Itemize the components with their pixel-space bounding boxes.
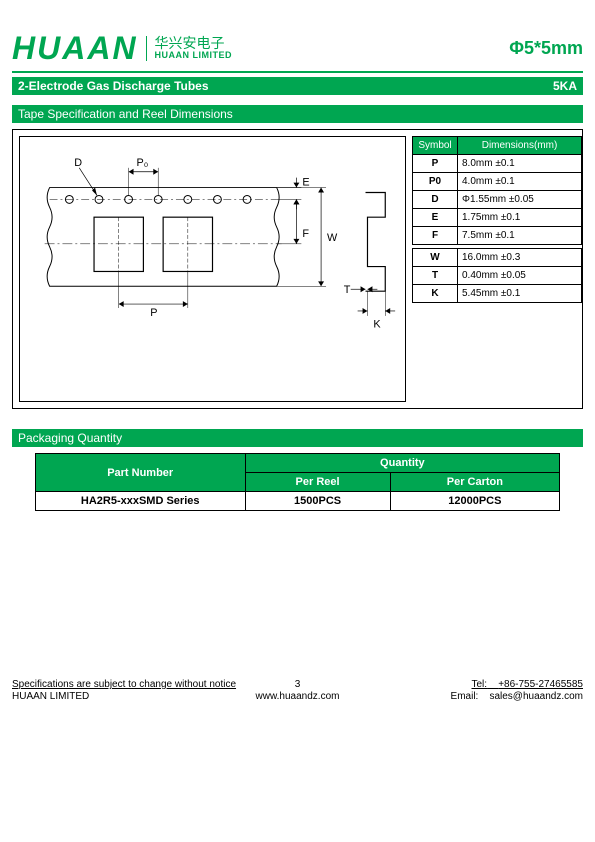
title-right: 5KA	[553, 79, 577, 93]
label-p0: P₀	[136, 157, 148, 169]
footer-notice: Specifications are subject to change wit…	[12, 679, 236, 690]
title-bar: 2-Electrode Gas Discharge Tubes 5KA	[12, 77, 583, 95]
footer-line-1: Specifications are subject to change wit…	[12, 679, 583, 691]
table-row: P04.0mm ±0.1	[413, 173, 582, 191]
col-dimensions: Dimensions(mm)	[458, 137, 582, 155]
footer-email: Email: sales@huaandz.com	[451, 691, 583, 702]
table-row: K5.45mm ±0.1	[413, 285, 582, 303]
sym-cell: K	[413, 285, 458, 303]
col-part-number: Part Number	[35, 454, 245, 492]
tape-diagram: D P₀ P E	[19, 136, 406, 402]
header: HUAAN 华兴安电子 HUAAN LIMITED Φ5*5mm	[12, 30, 583, 73]
per-carton-cell: 12000PCS	[390, 492, 560, 511]
label-k: K	[373, 319, 381, 331]
company-name-block: 华兴安电子 HUAAN LIMITED	[146, 36, 233, 61]
table-row: W16.0mm ±0.3	[413, 249, 582, 267]
logo-text: HUAAN	[12, 30, 138, 67]
footer-tel: Tel: +86-755-27465585	[472, 679, 584, 690]
label-d: D	[74, 157, 82, 169]
val-cell: 16.0mm ±0.3	[458, 249, 582, 267]
sym-cell: T	[413, 267, 458, 285]
per-reel-cell: 1500PCS	[245, 492, 390, 511]
footer-company: HUAAN LIMITED	[12, 691, 89, 702]
part-number-cell: HA2R5-xxxSMD Series	[35, 492, 245, 511]
col-quantity: Quantity	[245, 454, 560, 473]
packaging-table: Part Number Quantity Per Reel Per Carton…	[35, 453, 560, 511]
company-cn-name: 华兴安电子	[155, 36, 233, 51]
pkg-data-row: HA2R5-xxxSMD Series 1500PCS 12000PCS	[35, 492, 559, 511]
email-label: Email:	[451, 691, 479, 702]
email-value: sales@huaandz.com	[489, 691, 583, 702]
val-cell: Φ1.55mm ±0.05	[458, 191, 582, 209]
table-row: DΦ1.55mm ±0.05	[413, 191, 582, 209]
title-left: 2-Electrode Gas Discharge Tubes	[18, 79, 209, 93]
label-f: F	[302, 228, 309, 240]
val-cell: 4.0mm ±0.1	[458, 173, 582, 191]
dimension-label: Φ5*5mm	[509, 38, 583, 59]
val-cell: 8.0mm ±0.1	[458, 155, 582, 173]
table-row: F7.5mm ±0.1	[413, 227, 582, 245]
val-cell: 7.5mm ±0.1	[458, 227, 582, 245]
pkg-header-row-1: Part Number Quantity	[35, 454, 559, 473]
dimension-table-wrap: Symbol Dimensions(mm) P8.0mm ±0.1 P04.0m…	[406, 136, 576, 402]
table-row: E1.75mm ±0.1	[413, 209, 582, 227]
sym-cell: F	[413, 227, 458, 245]
footer-line-2: HUAAN LIMITED www.huaandz.com Email: sal…	[12, 691, 583, 702]
sym-cell: P0	[413, 173, 458, 191]
table-header-row: Symbol Dimensions(mm)	[413, 137, 582, 155]
val-cell: 1.75mm ±0.1	[458, 209, 582, 227]
section-tape-spec: Tape Specification and Reel Dimensions	[12, 105, 583, 123]
dimension-table: Symbol Dimensions(mm) P8.0mm ±0.1 P04.0m…	[412, 136, 582, 245]
page-number: 3	[295, 679, 301, 690]
table-row: P8.0mm ±0.1	[413, 155, 582, 173]
label-e: E	[302, 177, 309, 189]
col-symbol: Symbol	[413, 137, 458, 155]
label-w: W	[327, 232, 338, 244]
label-p: P	[150, 307, 157, 319]
val-cell: 0.40mm ±0.05	[458, 267, 582, 285]
col-per-carton: Per Carton	[390, 473, 560, 492]
diagram-container: D P₀ P E	[12, 129, 583, 409]
sym-cell: P	[413, 155, 458, 173]
tel-label: Tel:	[472, 679, 488, 690]
sym-cell: E	[413, 209, 458, 227]
sym-cell: D	[413, 191, 458, 209]
dimension-table-2: W16.0mm ±0.3 T0.40mm ±0.05 K5.45mm ±0.1	[412, 248, 582, 303]
table-row: T0.40mm ±0.05	[413, 267, 582, 285]
company-en-name: HUAAN LIMITED	[155, 51, 233, 61]
col-per-reel: Per Reel	[245, 473, 390, 492]
footer-website: www.huaandz.com	[256, 691, 340, 702]
footer: Specifications are subject to change wit…	[12, 679, 583, 702]
val-cell: 5.45mm ±0.1	[458, 285, 582, 303]
sym-cell: W	[413, 249, 458, 267]
section-packaging: Packaging Quantity	[12, 429, 583, 447]
label-t: T	[344, 284, 351, 296]
tel-value: +86-755-27465585	[498, 679, 583, 690]
